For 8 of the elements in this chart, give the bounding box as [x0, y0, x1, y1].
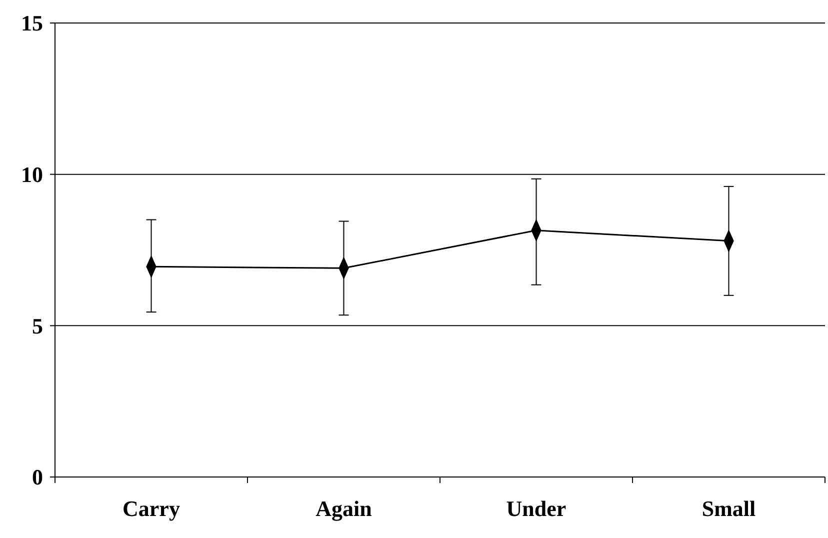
- x-tick-label: Small: [702, 496, 756, 521]
- y-tick-label: 5: [32, 313, 43, 338]
- y-tick-label: 10: [21, 162, 43, 188]
- x-tick-label: Under: [506, 496, 566, 521]
- x-tick-label: Carry: [122, 496, 180, 521]
- y-tick-label: 0: [32, 464, 43, 490]
- x-tick-label: Again: [316, 496, 372, 521]
- y-tick-label: 15: [21, 10, 43, 36]
